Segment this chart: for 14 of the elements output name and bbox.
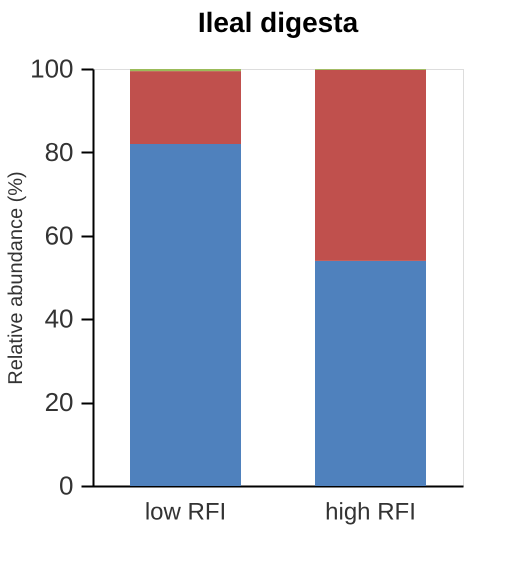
y-tick-label: 40 xyxy=(44,304,74,334)
bar xyxy=(315,70,426,261)
y-tick-label: 100 xyxy=(30,54,74,84)
bar xyxy=(315,260,426,486)
bar xyxy=(130,144,241,486)
y-tick-label: 0 xyxy=(59,470,74,500)
x-tick-label: low RFI xyxy=(144,498,226,526)
y-axis-title: Relative abundance (%) xyxy=(5,171,28,385)
y-tick-label: 60 xyxy=(44,220,74,250)
y-tick-label: 20 xyxy=(44,387,74,418)
bar xyxy=(130,71,241,144)
y-tick-label: 80 xyxy=(44,136,74,167)
chart-title: Ileal digesta xyxy=(198,7,359,38)
x-tick-label: high RFI xyxy=(325,498,416,526)
